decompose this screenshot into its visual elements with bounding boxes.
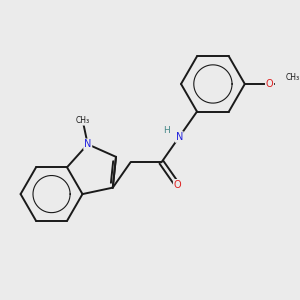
Text: O: O xyxy=(266,79,273,89)
Text: CH₃: CH₃ xyxy=(286,73,300,82)
Text: O: O xyxy=(174,180,181,190)
Text: N: N xyxy=(84,139,92,149)
Text: N: N xyxy=(176,132,183,142)
Text: CH₃: CH₃ xyxy=(75,116,89,125)
Text: H: H xyxy=(163,126,170,135)
